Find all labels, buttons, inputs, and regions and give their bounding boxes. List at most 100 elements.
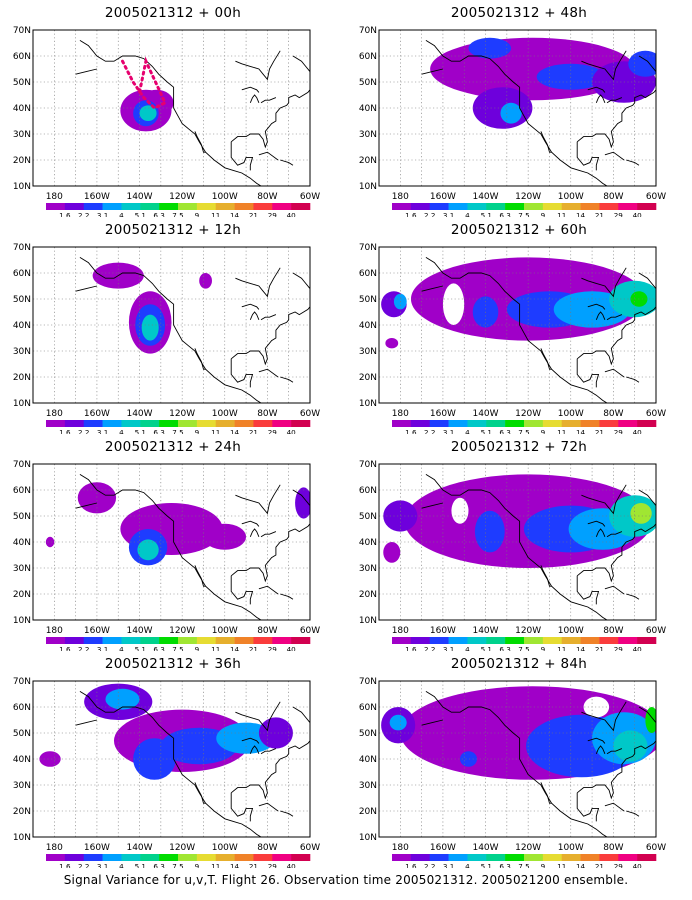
colorbar-label: 9 bbox=[541, 428, 546, 434]
colorbar-label: 21 bbox=[249, 862, 258, 868]
variance-shade bbox=[389, 714, 407, 731]
coastline bbox=[260, 748, 277, 755]
colorbar-label: 21 bbox=[595, 645, 604, 651]
lon-tick-label: 160W bbox=[84, 192, 110, 202]
colorbar-label: 11 bbox=[557, 862, 566, 868]
coastline bbox=[292, 272, 310, 290]
colorbar-label: 11 bbox=[557, 211, 566, 217]
colorbar-label: 4 bbox=[119, 211, 124, 217]
colorbar-swatch bbox=[486, 854, 506, 861]
colorbar-swatch bbox=[467, 854, 487, 861]
colorbar-label: 40 bbox=[287, 645, 297, 651]
coastline bbox=[249, 528, 260, 537]
colorbar-label: 14 bbox=[230, 211, 240, 217]
colorbar-swatch bbox=[448, 637, 468, 644]
lat-tick-label: 20N bbox=[13, 373, 31, 383]
colorbar-label: 40 bbox=[633, 211, 643, 217]
coastline bbox=[194, 782, 206, 804]
lon-tick-label: 120W bbox=[515, 409, 541, 419]
lon-tick-label: 80W bbox=[603, 626, 623, 636]
colorbar-swatch bbox=[215, 420, 235, 427]
lon-tick-label: 100W bbox=[212, 843, 238, 853]
lon-tick-label: 100W bbox=[212, 192, 238, 202]
colorbar-swatch bbox=[272, 420, 292, 427]
lat-tick-label: 60N bbox=[13, 486, 31, 496]
panel-title: 2005021312 + 36h bbox=[104, 656, 242, 672]
lon-tick-label: 120W bbox=[169, 843, 195, 853]
lat-tick-label: 30N bbox=[359, 564, 377, 574]
variance-shade bbox=[385, 338, 399, 349]
lat-tick-label: 30N bbox=[359, 130, 377, 140]
colorbar-label: 3.1 bbox=[97, 428, 108, 434]
map-frame bbox=[32, 463, 311, 621]
map-plot: 70N 60N 50N 40N 30N 20N 10N 180 160W 140W 120W 100W… bbox=[13, 460, 320, 651]
colorbar-swatch bbox=[102, 854, 122, 861]
figure-caption: Signal Variance for u,v,T. Flight 26. Ob… bbox=[63, 873, 629, 887]
lat-tick-label: 20N bbox=[13, 807, 31, 817]
colorbar-swatch bbox=[102, 203, 122, 210]
colorbar-swatch bbox=[272, 854, 292, 861]
colorbar-swatch bbox=[196, 420, 217, 427]
lon-tick-label: 80W bbox=[603, 409, 623, 419]
colorbar-label: 6.3 bbox=[499, 645, 510, 651]
map-panel-p72: 2005021312 + 72h 70N 60N 50N 40N 30N 20N 10N 180… bbox=[346, 434, 692, 651]
lat-tick-label: 50N bbox=[359, 78, 377, 88]
lat-tick-label: 70N bbox=[359, 243, 377, 253]
coastline bbox=[595, 745, 606, 754]
colorbar-swatch bbox=[196, 637, 217, 644]
colorbar-label: 5.1 bbox=[481, 428, 492, 434]
lat-tick-label: 40N bbox=[13, 321, 31, 331]
panel-title: 2005021312 + 12h bbox=[104, 222, 242, 238]
colorbar-label: 29 bbox=[268, 862, 278, 868]
colorbar-label: 7.5 bbox=[518, 211, 529, 217]
coastline bbox=[260, 314, 277, 321]
colorbar-swatch bbox=[159, 420, 179, 427]
colorbar-label: 4 bbox=[119, 645, 124, 651]
colorbar-label: 40 bbox=[633, 428, 643, 434]
colorbar-swatch bbox=[121, 420, 141, 427]
colorbar-label: 5.1 bbox=[481, 211, 492, 217]
variance-shade bbox=[383, 500, 418, 532]
colorbar-swatch bbox=[486, 420, 506, 427]
panel-title: 2005021312 + 84h bbox=[450, 656, 588, 672]
lon-tick-label: 100W bbox=[212, 626, 238, 636]
lat-tick-label: 40N bbox=[13, 104, 31, 114]
lat-tick-label: 60N bbox=[13, 269, 31, 279]
colorbar-label: 29 bbox=[614, 211, 624, 217]
colorbar-label: 1.6 bbox=[405, 862, 417, 868]
coastline bbox=[421, 68, 444, 75]
colorbar-swatch bbox=[64, 420, 85, 427]
lat-tick-label: 50N bbox=[13, 78, 31, 88]
colorbar-swatch bbox=[618, 420, 638, 427]
variance-shade bbox=[500, 102, 522, 124]
colorbar-swatch bbox=[234, 203, 254, 210]
lon-tick-label: 60W bbox=[300, 409, 320, 419]
colorbar-swatch bbox=[234, 854, 254, 861]
coastline bbox=[230, 792, 254, 822]
colorbar-swatch bbox=[505, 203, 525, 210]
lat-tick-label: 50N bbox=[359, 512, 377, 522]
coastline bbox=[638, 706, 656, 724]
colorbar-swatch bbox=[524, 420, 544, 427]
coastline bbox=[425, 257, 608, 403]
colorbar-label: 4 bbox=[465, 645, 470, 651]
colorbar-swatch bbox=[234, 420, 254, 427]
colorbar-swatch bbox=[637, 637, 657, 644]
coastline bbox=[604, 151, 625, 161]
colorbar-label: 2.2 bbox=[78, 645, 89, 651]
colorbar-label: 11 bbox=[211, 645, 220, 651]
lon-tick-label: 180 bbox=[46, 409, 63, 419]
map-plot: 70N 60N 50N 40N 30N 20N 10N 180 160W 140W 120W 100W… bbox=[13, 26, 320, 217]
colorbar-label: 2.2 bbox=[424, 645, 435, 651]
variance-shade bbox=[141, 314, 159, 341]
colorbar-swatch bbox=[580, 203, 600, 210]
colorbar-swatch bbox=[46, 420, 66, 427]
lat-tick-label: 60N bbox=[13, 703, 31, 713]
map-plot: 70N 60N 50N 40N 30N 20N 10N 180 160W 140W 120W 100W… bbox=[13, 677, 320, 868]
colorbar-swatch bbox=[140, 203, 160, 210]
lat-tick-label: 60N bbox=[359, 269, 377, 279]
colorbar-swatch bbox=[121, 854, 141, 861]
lat-tick-label: 10N bbox=[359, 616, 377, 626]
coastline bbox=[280, 159, 294, 166]
colorbar-label: 1.6 bbox=[59, 645, 71, 651]
